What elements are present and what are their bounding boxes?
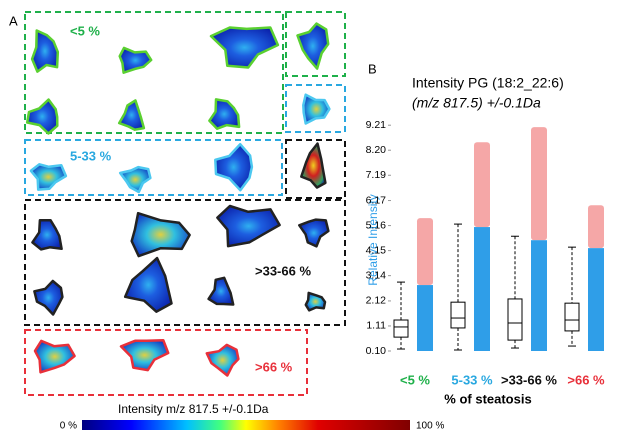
tissue-images	[25, 22, 331, 377]
group-frame	[24, 199, 346, 326]
tissue	[205, 343, 240, 377]
outlier-points	[531, 127, 547, 241]
y-tick-label: 0.10	[366, 345, 387, 357]
chart-title: Intensity PG (18:2_22:6)	[412, 75, 564, 91]
group-label: <5 %	[70, 23, 100, 38]
tissue	[117, 99, 146, 131]
tissue	[214, 142, 254, 192]
panel-label: B	[368, 61, 377, 76]
tissue	[30, 29, 60, 73]
y-tick-label: 6.17	[366, 194, 387, 206]
tissue	[298, 218, 330, 248]
x-tick-label: >33-66 %	[501, 372, 557, 387]
outlier-points	[588, 205, 604, 249]
tissue	[209, 26, 280, 69]
y-tick-label: 7.19	[366, 169, 387, 181]
chart: B Intensity PG (18:2_22:6) (m/z 817.5) +/-…	[366, 61, 605, 406]
x-tick-label: 5-33 %	[451, 372, 493, 387]
y-axis-label: Relative Intensity	[366, 194, 380, 285]
colorbar-title: Intensity m/z 817.5 +/-0.1Da	[118, 402, 269, 416]
group-label: 5-33 %	[70, 148, 112, 163]
box	[507, 298, 523, 341]
points	[417, 285, 433, 351]
colorbar-max: 100 %	[416, 421, 444, 432]
x-tick-label: <5 %	[400, 372, 430, 387]
colorbar	[82, 420, 410, 430]
box	[393, 319, 409, 338]
colorbar-min: 0 %	[60, 421, 77, 432]
panel-label: A	[9, 13, 18, 28]
tissue	[29, 163, 68, 191]
tissue	[208, 98, 241, 130]
tissue	[118, 46, 153, 74]
points	[474, 227, 490, 351]
tissue	[31, 218, 63, 251]
points	[588, 248, 604, 351]
group-frame	[24, 139, 283, 196]
y-tick-label: 1.11	[366, 320, 386, 332]
y-tick-label: 4.15	[366, 244, 387, 256]
group-frame	[285, 11, 346, 77]
y-tick-label: 8.20	[366, 144, 387, 156]
group-frame	[285, 139, 346, 199]
y-tick-label: 3.14	[366, 269, 387, 281]
tissue	[119, 338, 170, 372]
tissue	[25, 98, 59, 135]
y-tick-label: 2.12	[366, 295, 387, 307]
tissue	[130, 211, 191, 258]
outlier-points	[474, 142, 490, 228]
group-label: >66 %	[255, 359, 293, 374]
group-frame	[24, 329, 308, 396]
tissue	[300, 142, 327, 189]
box	[450, 301, 466, 329]
tissue	[118, 165, 152, 194]
x-tick-label: >66 %	[567, 372, 605, 387]
points	[531, 240, 547, 351]
y-tick-label: 5.16	[366, 219, 387, 231]
x-axis-label: % of steatosis	[444, 391, 531, 406]
tissue	[33, 279, 64, 316]
y-tick-label: 9.21	[366, 119, 387, 131]
tissue	[304, 291, 327, 312]
tissue	[123, 256, 173, 313]
tissue	[33, 339, 76, 374]
chart-subtitle: (m/z 817.5) +/-0.1Da	[412, 95, 541, 111]
tissue	[216, 204, 281, 248]
tissue	[296, 22, 330, 70]
outlier-points	[417, 218, 433, 286]
group-label: >33-66 %	[255, 263, 311, 278]
panel-a	[24, 11, 346, 396]
group-frame	[285, 84, 346, 133]
tissue	[302, 93, 331, 125]
box	[564, 302, 580, 332]
tissue	[207, 276, 235, 306]
